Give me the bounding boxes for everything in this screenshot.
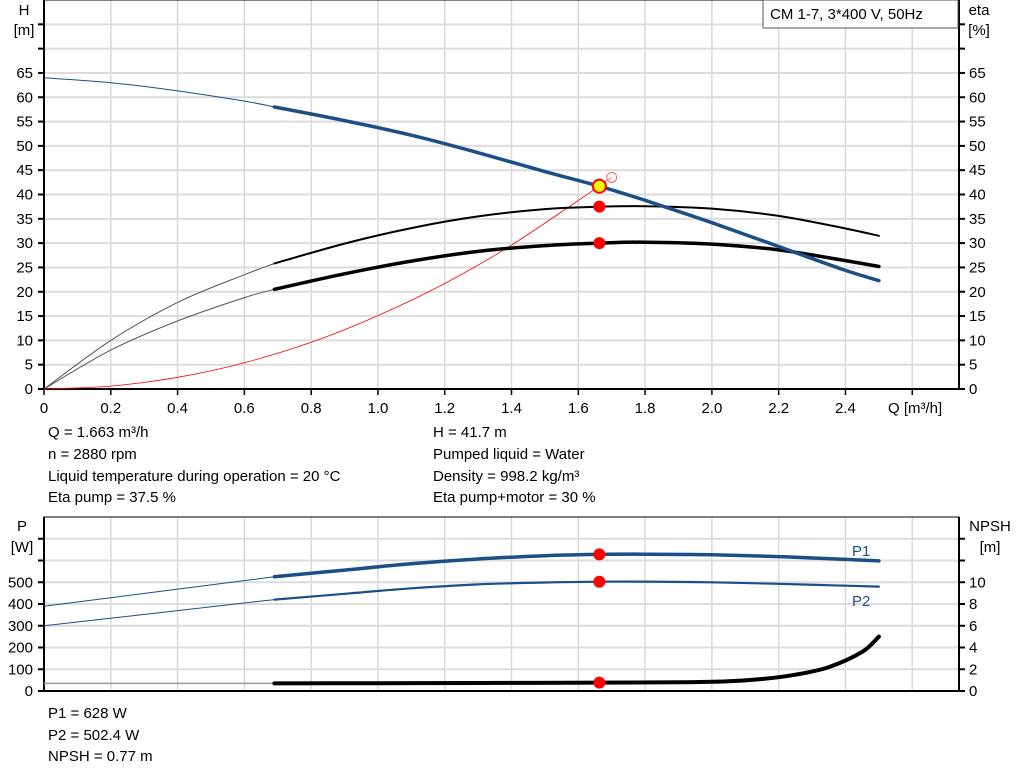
- y-axis-label-left: P: [17, 518, 27, 535]
- y-tick-label-right: 50: [969, 138, 986, 155]
- y-tick-label-right: 45: [969, 162, 986, 179]
- y-tick-label-right: 40: [969, 187, 986, 204]
- system-curve: [43, 185, 600, 390]
- x-tick-label: 1.4: [501, 400, 522, 417]
- y-tick-label-left: 40: [16, 187, 33, 204]
- y-tick-label-left: 400: [8, 596, 33, 613]
- info-p1: P1 = 628 W: [48, 705, 127, 722]
- y-axis-label-left: H: [19, 2, 30, 19]
- P2-curve: [273, 580, 880, 601]
- info-eta-pump: Eta pump = 37.5 %: [48, 489, 176, 506]
- p1-series-label: P1: [852, 543, 870, 560]
- duty-point-eta-pump: [593, 200, 606, 213]
- y-tick-label-right: 0: [969, 381, 977, 398]
- eta-pump-curve-extrapolated: [43, 263, 275, 390]
- requested-point-marker: [606, 171, 618, 183]
- duty-point-eta-pump-motor: [593, 237, 606, 250]
- y-tick-label-left: 60: [16, 89, 33, 106]
- y-tick-label-right: 60: [969, 89, 986, 106]
- info-head: H = 41.7 m: [433, 424, 507, 441]
- x-tick-label: 1.6: [568, 400, 589, 417]
- y-tick-label-right: 35: [969, 211, 986, 228]
- y-tick-label-right: 30: [969, 235, 986, 252]
- y-tick-label-right: 55: [969, 114, 986, 131]
- x-tick-label: 0.2: [100, 400, 121, 417]
- y-tick-label-left: 500: [8, 574, 33, 591]
- info-speed: n = 2880 rpm: [48, 446, 137, 463]
- info-npsh: NPSH = 0.77 m: [48, 748, 153, 765]
- y-tick-label-right: 10: [969, 332, 986, 349]
- y-tick-label-left: 200: [8, 640, 33, 657]
- y-tick-label-left: 35: [16, 211, 33, 228]
- y-tick-label-right: 2: [969, 661, 977, 678]
- y-tick-label-left: 65: [16, 65, 33, 82]
- y-tick-label-left: 15: [16, 308, 33, 325]
- x-axis-label: Q [m³/h]: [888, 400, 942, 417]
- x-tick-label: 2.4: [835, 400, 856, 417]
- x-tick-label: 2.2: [768, 400, 789, 417]
- y-tick-label-right: 6: [969, 618, 977, 635]
- y-tick-label-right: 8: [969, 596, 977, 613]
- eta-pump-motor-curve-extrapolated: [43, 288, 275, 390]
- y-tick-label-left: 10: [16, 332, 33, 349]
- y-tick-label-right: 20: [969, 284, 986, 301]
- y-tick-label-right: 10: [969, 574, 986, 591]
- info-density: Density = 998.2 kg/m³: [433, 468, 580, 485]
- legend-box: [762, 0, 959, 29]
- x-tick-label: 0.8: [301, 400, 322, 417]
- info-eta-total: Eta pump+motor = 30 %: [433, 489, 596, 506]
- y-tick-label-right: 4: [969, 640, 977, 657]
- x-tick-label: 1.8: [635, 400, 656, 417]
- y-tick-label-left: 30: [16, 235, 33, 252]
- y-tick-label-left: 100: [8, 661, 33, 678]
- x-tick-label: 1.2: [434, 400, 455, 417]
- P2-curve-extrapolated: [43, 599, 275, 627]
- info-liquid-temp: Liquid temperature during operation = 20…: [48, 468, 341, 485]
- info-q: Q = 1.663 m³/h: [48, 424, 149, 441]
- y-tick-label-right: 15: [969, 308, 986, 325]
- x-tick-label: 0.6: [234, 400, 255, 417]
- y-tick-label-right: 25: [969, 259, 986, 276]
- duty-point-head: [591, 178, 607, 194]
- duty-point-NPSH: [593, 676, 606, 689]
- x-tick-label: 0: [40, 400, 48, 417]
- y-axis-unit-left: [m]: [14, 22, 35, 39]
- P1-curve-extrapolated: [43, 576, 275, 607]
- y-tick-label-right: 65: [969, 65, 986, 82]
- info-liquid: Pumped liquid = Water: [433, 446, 585, 463]
- P1-curve: [272, 552, 881, 579]
- NPSH-curve: [272, 634, 881, 686]
- y-tick-label-left: 20: [16, 284, 33, 301]
- y-axis-unit-left: [W]: [11, 539, 34, 556]
- y-tick-label-left: 0: [25, 683, 33, 700]
- y-axis-label-right: NPSH: [969, 518, 1011, 535]
- info-p2: P2 = 502.4 W: [48, 727, 140, 744]
- duty-point-P1: [593, 548, 606, 561]
- y-tick-label-left: 300: [8, 618, 33, 635]
- p2-series-label: P2: [852, 593, 870, 610]
- chart-title: CM 1-7, 3*400 V, 50Hz: [770, 6, 923, 23]
- y-tick-label-left: 55: [16, 114, 33, 131]
- x-tick-label: 0.4: [167, 400, 188, 417]
- duty-point-P2: [593, 575, 606, 588]
- y-axis-label-right: eta: [969, 2, 991, 19]
- y-axis-unit-right: [m]: [980, 539, 1001, 556]
- y-tick-label-left: 45: [16, 162, 33, 179]
- head-curve-extrapolated: [43, 77, 275, 108]
- y-tick-label-left: 50: [16, 138, 33, 155]
- y-tick-label-left: 25: [16, 259, 33, 276]
- y-tick-label-right: 0: [969, 683, 977, 700]
- eta-pump-curve: [273, 205, 880, 265]
- y-tick-label-left: 0: [25, 381, 33, 398]
- y-tick-label-left: 5: [25, 357, 33, 374]
- x-tick-label: 2.0: [701, 400, 722, 417]
- x-tick-label: 1.0: [368, 400, 389, 417]
- y-axis-unit-right: [%]: [968, 22, 990, 39]
- y-tick-label-right: 5: [969, 357, 977, 374]
